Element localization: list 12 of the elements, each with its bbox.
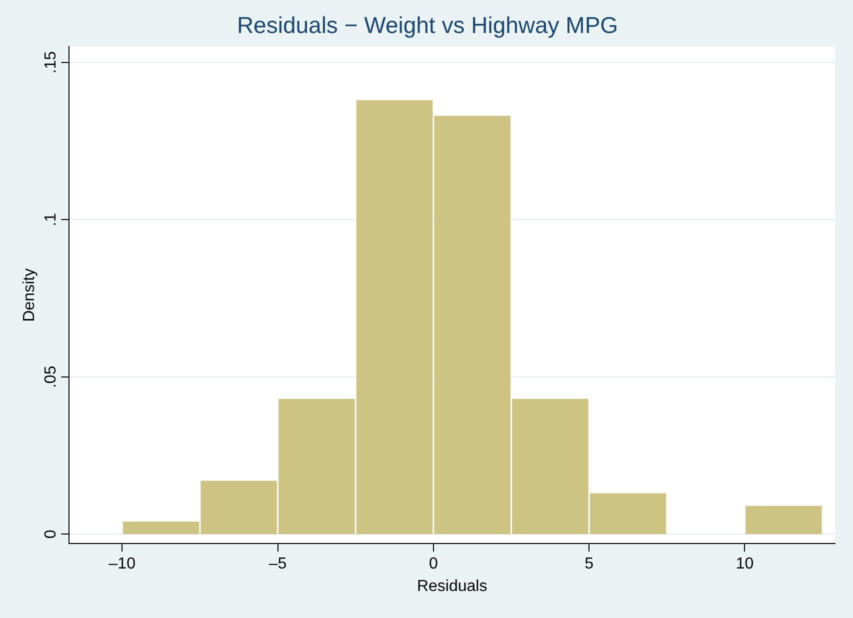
x-tick-label: 0: [428, 556, 438, 573]
y-tick-label: .05: [42, 366, 60, 388]
x-tick-label: 5: [584, 556, 594, 573]
chart-title: Residuals − Weight vs Highway MPG: [236, 12, 618, 38]
x-tick-label: –10: [108, 556, 136, 573]
y-tick-label: .15: [42, 51, 60, 74]
x-tick-label: –5: [268, 556, 287, 573]
y-tick-label: 0: [42, 530, 60, 539]
x-axis-title: Residuals: [416, 578, 488, 595]
y-axis-title: Density: [21, 268, 38, 322]
x-tick-label: 10: [736, 556, 754, 573]
y-tick-label: .1: [42, 212, 60, 226]
